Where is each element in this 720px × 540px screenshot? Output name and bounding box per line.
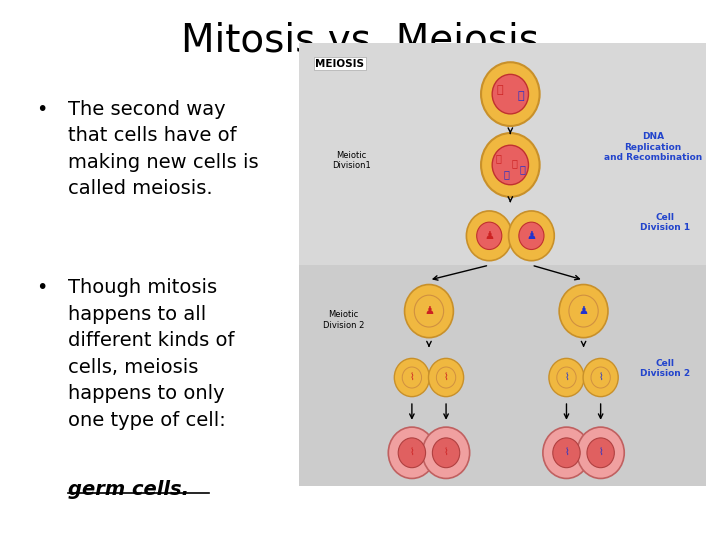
Circle shape [583,359,618,397]
Text: DNA
Replication
and Recombination: DNA Replication and Recombination [603,132,702,162]
Bar [299,265,706,486]
Text: Meiotic
Division1: Meiotic Division1 [333,151,371,170]
Circle shape [436,367,456,388]
Text: 𝜀: 𝜀 [503,169,509,179]
Text: ⌇: ⌇ [444,448,449,458]
Text: Meiotic
Division 2: Meiotic Division 2 [323,310,364,329]
Text: 𝛿: 𝛿 [497,85,503,94]
Text: 𝜀: 𝜀 [520,164,526,174]
Circle shape [492,75,528,114]
Circle shape [395,359,429,397]
Circle shape [414,295,444,327]
Text: ♟: ♟ [485,231,494,241]
Text: Cell
Division 2: Cell Division 2 [640,359,690,379]
Circle shape [423,427,469,478]
Circle shape [559,285,608,338]
Text: ⌇: ⌇ [410,448,414,458]
Circle shape [467,211,512,261]
Circle shape [587,438,614,468]
Circle shape [398,438,426,468]
Text: 𝜀: 𝜀 [517,91,524,102]
Circle shape [402,367,421,388]
Text: germ cells.: germ cells. [68,480,189,498]
Circle shape [492,145,528,185]
Circle shape [591,367,611,388]
Circle shape [569,295,598,327]
Circle shape [477,222,502,249]
Circle shape [405,285,454,338]
Text: ⌇: ⌇ [564,373,569,382]
Circle shape [388,427,436,478]
Text: 𝛿: 𝛿 [495,153,501,163]
Text: •: • [36,100,48,119]
Text: Cell
Division 1: Cell Division 1 [640,213,690,232]
Text: ⌇: ⌇ [444,373,449,382]
Text: 𝛿: 𝛿 [511,158,518,168]
Text: •: • [36,278,48,297]
Circle shape [557,367,576,388]
Circle shape [543,427,590,478]
Circle shape [433,438,460,468]
Text: ⌇: ⌇ [410,373,414,382]
Circle shape [519,222,544,249]
Text: ⌇: ⌇ [564,448,569,458]
Circle shape [577,427,624,478]
Text: ⌇: ⌇ [598,373,603,382]
Bar [299,43,706,265]
Text: Mitosis vs. Meiosis: Mitosis vs. Meiosis [181,22,539,59]
Text: Though mitosis
happens to all
different kinds of
cells, meiosis
happens to only
: Though mitosis happens to all different … [68,278,235,430]
Text: ⌇: ⌇ [598,448,603,458]
Circle shape [481,62,539,126]
Circle shape [428,359,464,397]
Text: ♟: ♟ [579,306,588,316]
Circle shape [549,359,584,397]
Text: MEIOSIS: MEIOSIS [315,59,364,69]
Circle shape [553,438,580,468]
Text: ♟: ♟ [526,231,536,241]
Text: The second way
that cells have of
making new cells is
called meiosis.: The second way that cells have of making… [68,100,259,198]
Circle shape [508,211,554,261]
Text: ♟: ♟ [424,306,434,316]
Circle shape [481,133,539,197]
